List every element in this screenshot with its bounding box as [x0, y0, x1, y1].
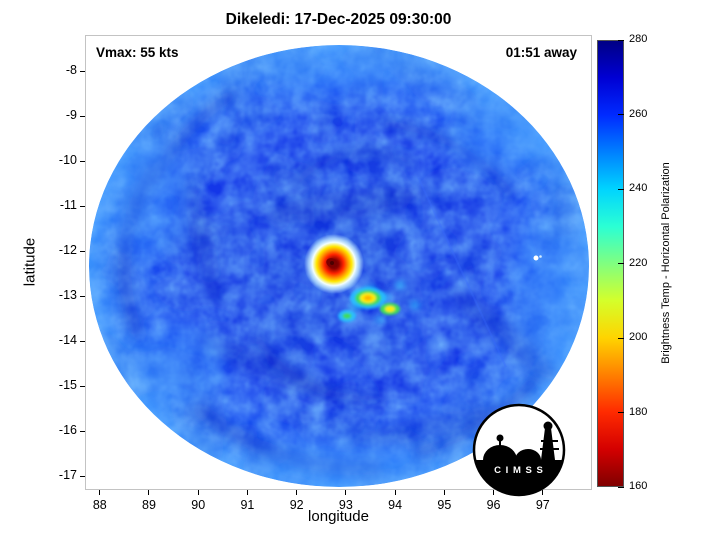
colorbar-tick-label: 220 — [629, 256, 648, 269]
colorbar-tick-label: 200 — [629, 331, 648, 343]
cloud-texture-streaks — [186, 182, 560, 448]
swath-disk — [89, 45, 589, 487]
colorbar-tick-mark — [618, 337, 624, 339]
x-tick-label: 94 — [388, 498, 403, 512]
x-tick-label: 93 — [338, 498, 353, 512]
storm-eye — [304, 234, 364, 294]
y-tick-label: -16 — [58, 423, 77, 438]
y-tick-mark — [80, 430, 85, 432]
x-tick-mark — [246, 490, 248, 495]
x-tick-label: 97 — [535, 498, 550, 512]
cimss-logo: C I M S S — [472, 403, 566, 497]
x-tick-mark — [99, 490, 101, 495]
y-tick-label: -10 — [58, 153, 77, 168]
y-tick-mark — [80, 160, 85, 162]
y-tick-label: -17 — [58, 468, 77, 483]
logo-letters: C I M S S — [494, 465, 544, 476]
colorbar-tick-label: 240 — [629, 182, 648, 194]
y-tick-label: -9 — [65, 108, 77, 123]
y-tick-label: -15 — [58, 378, 77, 393]
eta-annotation: 01:51 away — [505, 45, 577, 60]
x-tick-mark — [394, 490, 396, 495]
y-tick-mark — [80, 340, 85, 342]
colorbar-tick-mark — [618, 486, 624, 488]
x-tick-mark — [493, 490, 495, 495]
colorbar-tick-mark — [618, 39, 624, 41]
y-tick-label: -13 — [58, 288, 77, 303]
y-tick-mark — [80, 475, 85, 477]
colorbar-tick-label: 160 — [629, 480, 648, 492]
x-tick-mark — [296, 490, 298, 495]
cloud-texture-bright — [113, 53, 585, 487]
x-tick-label: 96 — [486, 498, 501, 512]
y-tick-mark — [80, 295, 85, 297]
observatory-dome-small-icon — [515, 449, 541, 460]
y-tick-label: -14 — [58, 333, 77, 348]
plot-area — [85, 35, 592, 490]
colorbar-tick-mark — [618, 114, 624, 115]
swath-seam-line — [417, 176, 507, 368]
x-axis-label: longitude — [308, 508, 369, 525]
x-tick-label: 92 — [289, 498, 304, 512]
y-axis-label: latitude — [21, 237, 39, 287]
x-tick-label: 89 — [142, 498, 156, 512]
x-tick-label: 88 — [92, 498, 107, 512]
colorbar-tick-label: 180 — [629, 405, 648, 418]
y-tick-label: -8 — [65, 63, 77, 78]
observatory-dome-icon — [483, 445, 517, 460]
brightness-temp-swath — [89, 45, 589, 487]
x-tick-label: 95 — [437, 498, 452, 512]
data-gap-dot — [533, 255, 542, 261]
y-tick-mark — [80, 250, 85, 252]
tower-icon — [541, 428, 555, 460]
colorbar-tick-mark — [618, 412, 624, 413]
colorbar-tick-label: 260 — [629, 107, 648, 120]
x-tick-label: 90 — [191, 498, 206, 512]
warm-patches — [338, 287, 400, 322]
y-tick-label: -11 — [59, 198, 77, 213]
y-tick-mark — [80, 70, 85, 72]
x-tick-mark — [443, 490, 445, 495]
x-tick-label: 91 — [240, 498, 255, 512]
x-tick-mark — [197, 490, 199, 495]
colorbar-tick-label: 280 — [629, 33, 648, 45]
x-tick-mark — [542, 490, 544, 495]
colorbar-tick-mark — [618, 188, 624, 190]
vmax-annotation: Vmax: 55 kts — [96, 45, 179, 60]
y-tick-mark — [80, 205, 85, 207]
x-tick-mark — [148, 490, 150, 495]
colorbar-tick-mark — [618, 263, 624, 264]
figure-title: Dikeledi: 17-Dec-2025 09:30:00 — [225, 11, 452, 28]
y-tick-label: -12 — [58, 243, 77, 258]
x-tick-mark — [345, 490, 347, 495]
y-tick-mark — [80, 115, 85, 117]
y-tick-mark — [80, 385, 85, 387]
colorbar-label: Brightness Temp - Horizontal Polarizatio… — [660, 162, 672, 364]
